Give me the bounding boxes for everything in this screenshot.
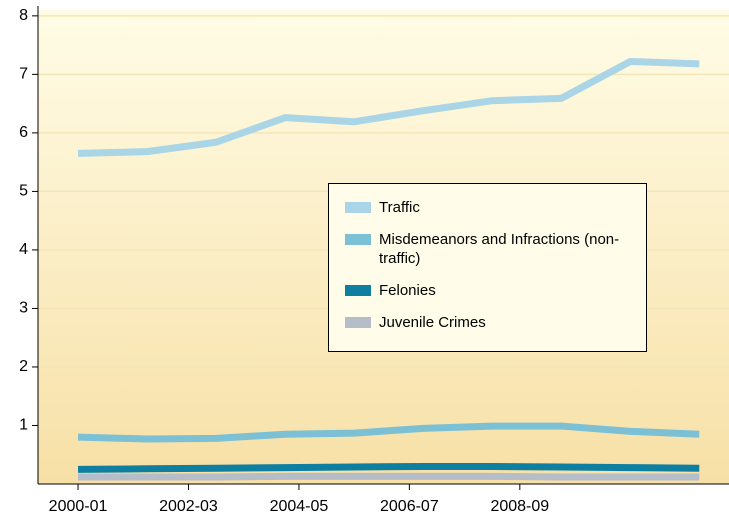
x-tick-label: 2004-05 bbox=[270, 498, 329, 515]
x-tick-label: 2002-03 bbox=[159, 498, 218, 515]
legend-label: Misdemeanors and Infractions (non-traffi… bbox=[379, 231, 620, 267]
y-tick-label: 8 bbox=[19, 7, 28, 24]
series-line bbox=[78, 472, 700, 481]
legend-entry: Felonies bbox=[345, 281, 636, 300]
legend-label: Traffic bbox=[379, 199, 420, 216]
legend-entry: Juvenile Crimes bbox=[345, 313, 636, 332]
legend-entry: Traffic bbox=[345, 198, 636, 217]
x-tick-label: 2000-01 bbox=[49, 498, 108, 515]
series-line bbox=[77, 57, 700, 157]
y-tick-label: 7 bbox=[19, 66, 28, 83]
y-tick-label: 5 bbox=[19, 183, 28, 200]
x-tick-label: 2008-09 bbox=[490, 498, 549, 515]
y-tick-label: 1 bbox=[19, 417, 28, 434]
x-tick-label: 2006-07 bbox=[380, 498, 439, 515]
series-line bbox=[77, 422, 700, 443]
legend-swatch bbox=[345, 285, 371, 296]
legend-swatch bbox=[345, 317, 371, 328]
legend-label: Juvenile Crimes bbox=[379, 314, 486, 331]
y-tick-label: 6 bbox=[19, 124, 28, 141]
series-line bbox=[78, 462, 700, 473]
y-tick-label: 2 bbox=[19, 358, 28, 375]
legend-swatch bbox=[345, 234, 371, 245]
y-tick-label: 3 bbox=[19, 300, 28, 317]
y-tick-label: 4 bbox=[19, 241, 28, 258]
legend: Traffic Misdemeanors and Infractions (non… bbox=[328, 183, 647, 352]
legend-label: Felonies bbox=[379, 282, 436, 299]
legend-entry: Misdemeanors and Infractions (non-traffi… bbox=[345, 230, 636, 268]
legend-swatch bbox=[345, 202, 371, 213]
